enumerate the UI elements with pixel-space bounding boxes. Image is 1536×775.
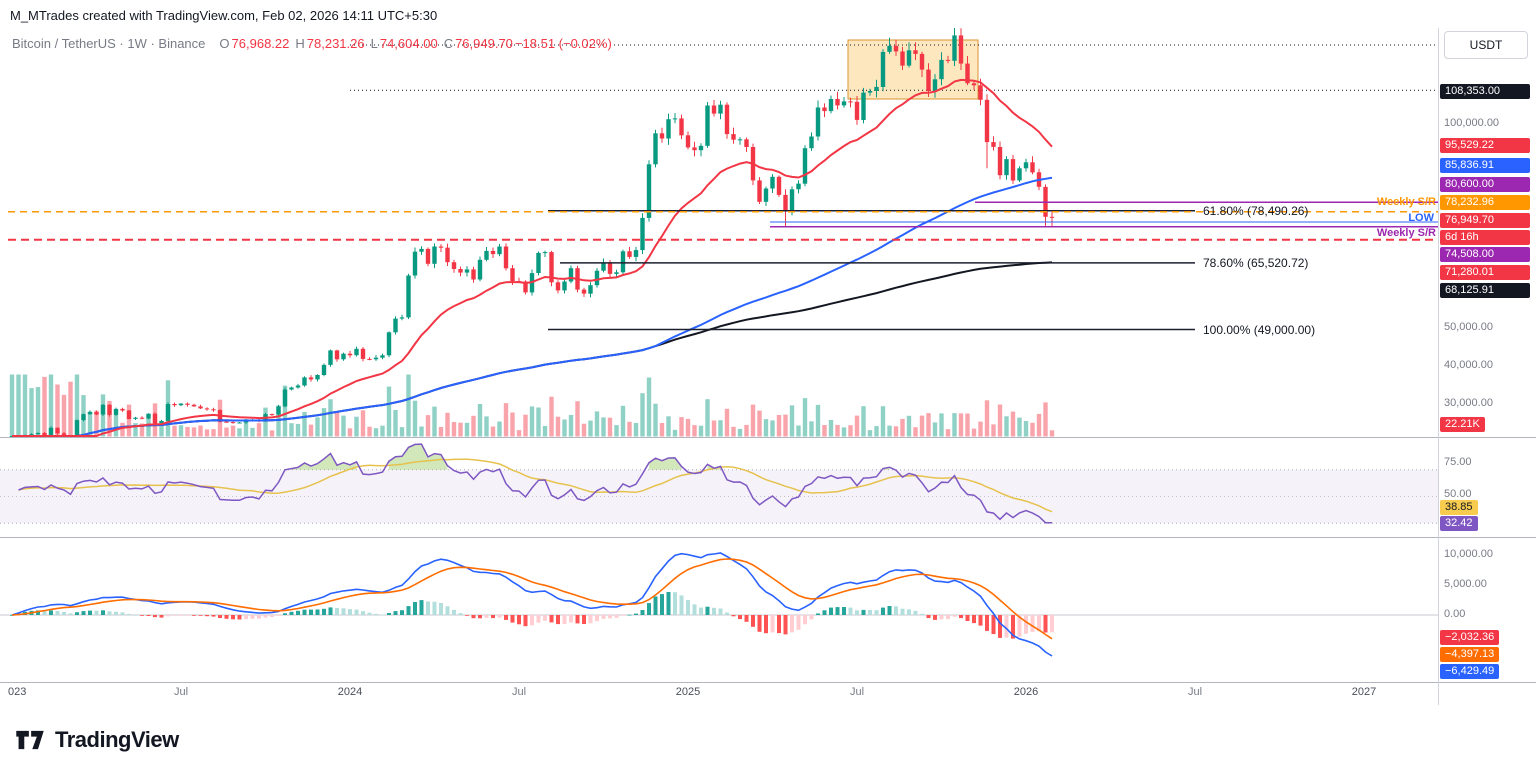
macd-axis-label: 5,000.00 bbox=[1444, 578, 1487, 590]
rsi-axis-label: 50.00 bbox=[1444, 488, 1472, 500]
price-tag: 78,232.96 bbox=[1440, 195, 1530, 210]
rsi-tag: 38.85 bbox=[1440, 500, 1478, 515]
time-axis-label: 023 bbox=[8, 686, 27, 698]
time-axis-label: Jul bbox=[1187, 686, 1203, 698]
price-tag: 85,836.91 bbox=[1440, 158, 1530, 173]
price-axis-label: 100,000.00 bbox=[1444, 117, 1500, 129]
rsi-tag: 32.42 bbox=[1440, 516, 1478, 531]
watermark-text: M_MTrades created with TradingView.com, … bbox=[10, 8, 438, 23]
ohlc-change: −18.51 (−0.02%) bbox=[514, 36, 612, 51]
weekly-sr-upper-label[interactable]: Weekly S/R bbox=[1376, 196, 1436, 208]
ohlc-open-value: 76,968.22 bbox=[231, 36, 290, 51]
ohlc-open-label: O bbox=[219, 36, 230, 51]
tradingview-logo[interactable]: TradingView bbox=[14, 724, 179, 756]
price-tag: 71,280.01 bbox=[1440, 265, 1530, 280]
price-axis-label: 50,000.00 bbox=[1444, 321, 1493, 333]
symbol-title: Bitcoin / TetherUS · 1W · Binance bbox=[12, 36, 206, 51]
ohlc-high-value: 78,231.26 bbox=[306, 36, 365, 51]
fib-label-61-80[interactable]: 61.80% (78,490.26) bbox=[1203, 204, 1309, 218]
fib-label-78-60[interactable]: 78.60% (65,520.72) bbox=[1203, 256, 1309, 270]
price-axis-label: 40,000.00 bbox=[1444, 359, 1493, 371]
price-tag: 74,508.00 bbox=[1440, 247, 1530, 262]
time-axis[interactable]: 023 Jul 2024 Jul 2025 Jul 2026 Jul 2027 bbox=[0, 686, 1438, 704]
volume-tag: 22.21K bbox=[1440, 417, 1485, 432]
symbol-legend[interactable]: Bitcoin / TetherUS · 1W · Binance O 76,968… bbox=[12, 36, 612, 51]
time-axis-label: 2026 bbox=[1013, 686, 1039, 698]
macd-tag: −6,429.49 bbox=[1440, 664, 1500, 679]
time-axis-label: 2024 bbox=[337, 686, 363, 698]
price-tag: 68,125.91 bbox=[1440, 283, 1530, 298]
tradingview-logo-text: TradingView bbox=[55, 727, 179, 752]
rsi-axis-label: 75.00 bbox=[1444, 456, 1472, 468]
macd-tag: −4,397.13 bbox=[1440, 647, 1500, 662]
price-tag: 76,949.70 bbox=[1440, 213, 1530, 228]
time-axis-label: Jul bbox=[173, 686, 189, 698]
macd-tag: −2,032.36 bbox=[1440, 630, 1500, 645]
weekly-sr-lower-label[interactable]: Weekly S/R bbox=[1376, 227, 1436, 239]
price-tag: 95,529.22 bbox=[1440, 138, 1530, 153]
ohlc-low-value: 74,604.00 bbox=[379, 36, 438, 51]
time-axis-label: Jul bbox=[511, 686, 527, 698]
fib-label-100[interactable]: 100.00% (49,000.00) bbox=[1203, 323, 1316, 337]
ohlc-close-value: 76,949.70 bbox=[455, 36, 513, 51]
ohlc-close-label: C bbox=[443, 36, 454, 51]
ohlc-high-label: H bbox=[295, 36, 305, 51]
macd-axis-label: 10,000.00 bbox=[1444, 548, 1493, 560]
price-tag: 80,600.00 bbox=[1440, 177, 1530, 192]
ohlc-low-label: L bbox=[370, 36, 378, 51]
price-axis-label: 30,000.00 bbox=[1444, 397, 1493, 409]
time-axis-label: 2025 bbox=[675, 686, 701, 698]
macd-axis-label: 0.00 bbox=[1444, 608, 1466, 620]
currency-toggle-button[interactable]: USDT bbox=[1444, 31, 1528, 59]
price-tag: 6d 16h bbox=[1440, 230, 1530, 245]
price-axis[interactable]: 100,000.00 50,000.00 40,000.00 30,000.00 108… bbox=[1438, 0, 1536, 775]
time-axis-label: Jul bbox=[849, 686, 865, 698]
time-axis-label: 2027 bbox=[1351, 686, 1377, 698]
tradingview-logo-icon bbox=[16, 730, 44, 750]
low-label[interactable]: LOW bbox=[1408, 212, 1434, 224]
price-tag: 108,353.00 bbox=[1440, 84, 1530, 99]
